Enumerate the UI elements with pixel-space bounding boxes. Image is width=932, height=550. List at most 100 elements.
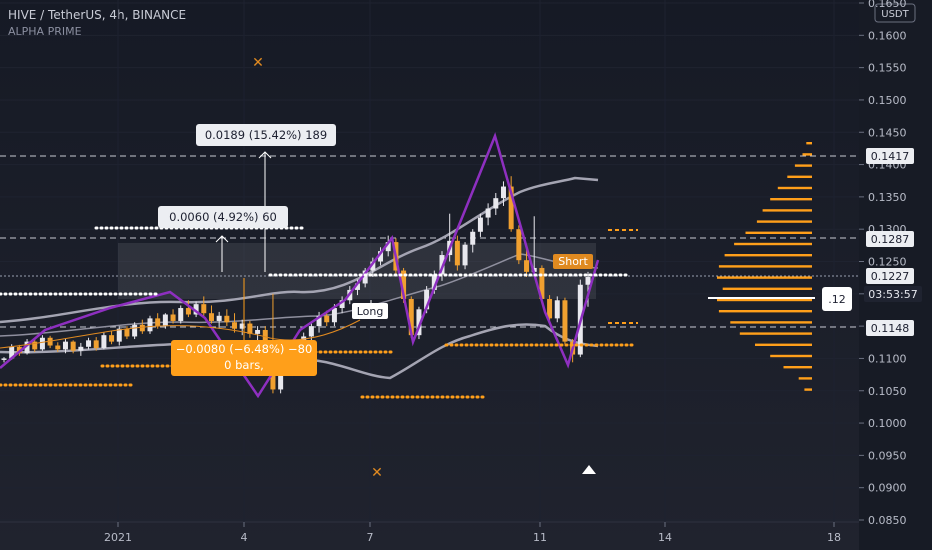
volume-profile-bar [794,164,812,167]
x-tick-label: 4 [241,531,248,544]
lower-band [0,323,599,380]
candle-body [201,304,207,314]
candle-body [477,217,483,232]
candle-body [255,330,261,334]
candle-body [316,315,322,327]
short-tag-label: Short [558,255,588,268]
y-tick-label: 0.1650 [868,0,907,10]
candle-body [524,260,530,272]
volume-profile-bar [777,186,812,190]
volume-profile-bar [770,354,812,358]
marker-value-text: .12 [828,293,846,306]
x-tick-label: 14 [658,531,672,544]
currency-button-label: USDT [881,9,909,20]
candle-body [470,231,476,245]
volume-profile-bar [802,153,812,156]
volume-profile-bar [804,388,812,391]
candle-body [408,298,414,336]
candle-body [547,298,553,319]
candle-body [62,341,68,350]
candle-body [493,198,499,209]
measure-label-1-bg [196,124,336,146]
candle-body [70,341,76,351]
candle-body [116,328,122,342]
x-tick-label: 2021 [104,531,132,544]
candle-body [232,322,238,329]
candle-body [216,315,222,321]
candle-body [1,358,7,360]
measure-label-2-bg [158,206,288,228]
short-ma-line [0,319,361,349]
measure-label-3[interactable]: −0.0080 (−6.48%) −80 0 bars, [171,340,317,376]
candle-body [139,324,145,332]
candle-body [339,300,345,309]
measure-label-3-line2: 0 bars, [224,358,264,372]
arrow-up-icon [258,151,272,159]
arrow-up-icon [215,235,229,243]
candle-body [539,267,545,299]
y-tick-label: 0.1550 [868,62,907,75]
candle-body [224,315,230,323]
volume-profile-bar [756,220,812,223]
candle-body [109,335,115,342]
price-label-1148-text: 0.1148 [871,322,910,335]
candle-body [39,337,45,350]
candle-body [155,318,161,327]
short-tag[interactable]: Short [553,254,593,269]
price-label-1227-text: 0.1227 [871,270,910,283]
price-label-1227: 0.1227 [866,268,914,284]
volume-profile-bar [798,377,812,380]
volume-profile-bar [770,198,812,201]
triangle-up-icon [582,465,596,474]
candle-body [86,340,92,347]
candle-body [185,308,191,315]
candle-body [431,274,437,290]
y-tick-label: 0.1050 [868,385,907,398]
candle-body [247,323,253,334]
chart-title: HIVE / TetherUS, 4h, BINANCE [8,8,186,22]
measure-label-1[interactable]: 0.0189 (15.42%) 189 [196,124,336,146]
y-tick-label: 0.1450 [868,126,907,139]
candle-body [370,261,376,271]
volume-profile-bar [718,310,812,313]
measure-label-3-bg [171,340,317,376]
price-label-1287-bg [866,231,914,247]
y-tick-label: 0.1600 [868,29,907,42]
volume-profile-bar [724,254,812,257]
long-tag-bg [352,303,388,319]
volume-profile-bar [717,276,812,279]
y-tick-label: 0.1500 [868,94,907,107]
volume-profile [717,142,812,391]
candle-body [132,324,138,337]
volume-profile-bar [717,298,812,302]
measure-label-2[interactable]: 0.0060 (4.92%) 60 [158,206,288,228]
candle-body [162,314,168,327]
candle-body [124,328,130,337]
y-tick-label: 0.0850 [868,514,907,527]
candle-body [101,335,107,349]
x-marker-icon: ✕ [252,55,264,71]
grid-layer [0,0,859,522]
volume-profile-bar [745,231,812,234]
volume-profile-bar [762,209,812,212]
countdown-label-bg [864,286,922,302]
currency-button[interactable]: USDT [874,3,916,23]
candle-body [424,289,430,310]
x-axis-ticks: 2021 4 7 11 14 18 [104,522,841,544]
candle-body [55,345,61,350]
long-tag[interactable]: Long [352,300,388,319]
price-label-1227-bg [866,268,914,284]
x-tick-label: 11 [533,531,547,544]
indicator-name: ALPHA PRIME [8,25,82,38]
candle-body [454,240,460,266]
countdown-label-text: 03:53:57 [868,288,917,301]
candle-body [385,242,391,252]
candle-body [416,309,422,336]
y-tick-label: 0.0950 [868,449,907,462]
candle-body [301,336,307,343]
candle-body [401,270,407,299]
candle-body [500,186,506,199]
countdown-label: 03:53:57 [864,286,922,302]
currency-button-frame [874,3,916,23]
